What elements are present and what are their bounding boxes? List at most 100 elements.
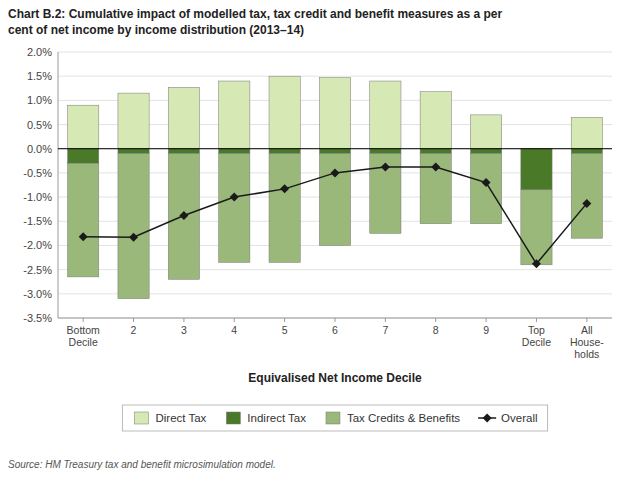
bar [370, 154, 401, 234]
legend-item: Tax Credits & Benefits [326, 412, 460, 424]
y-tick-label: -2.5% [23, 264, 52, 276]
x-tick [586, 318, 587, 322]
text-line: 5 [282, 324, 288, 336]
legend-swatch [326, 412, 340, 424]
bar [168, 149, 199, 154]
bar [168, 154, 199, 280]
legend-label: Direct Tax [155, 412, 206, 424]
y-tick-label: -1.0% [23, 191, 52, 203]
text-line: cent of net income by income distributio… [8, 23, 304, 37]
x-tick [83, 318, 84, 322]
bar [319, 78, 350, 149]
y-tick-label: 1.5% [27, 70, 52, 82]
x-tick [335, 318, 336, 322]
bar [269, 76, 300, 149]
legend-label: Tax Credits & Benefits [347, 412, 460, 424]
marker [129, 233, 138, 242]
text-line: Chart B.2: Cumulative impact of modelled… [8, 7, 502, 21]
bar [219, 154, 250, 263]
bar [269, 154, 300, 263]
bar [168, 87, 199, 148]
bar [118, 154, 149, 299]
bar [571, 154, 602, 239]
text-line: 2 [131, 324, 137, 336]
x-tick [234, 318, 235, 322]
legend-label: Indirect Tax [247, 412, 306, 424]
grid-line [58, 52, 612, 53]
x-tick-label: TopDecile [522, 324, 551, 348]
x-tick [284, 318, 285, 322]
bar [370, 81, 401, 149]
bar [68, 163, 99, 277]
title: Chart B.2: Cumulative impact of modelled… [8, 7, 502, 37]
text-line: 8 [433, 324, 439, 336]
bar [470, 115, 501, 149]
y-tick-label: 2.0% [27, 46, 52, 58]
bar [470, 149, 501, 154]
x-tick [486, 318, 487, 322]
bar-series [68, 154, 603, 299]
x-tick-label: 5 [282, 324, 288, 336]
zero-line [58, 148, 612, 149]
x-tick-label: 4 [231, 324, 237, 336]
legend-item: Indirect Tax [226, 412, 306, 424]
marker [230, 193, 239, 202]
x-tick [385, 318, 386, 322]
y-tick-label: -0.5% [23, 167, 52, 179]
bar [370, 149, 401, 154]
marker [381, 163, 390, 172]
x-tick-label: AllHouse-holds [570, 324, 604, 360]
text-line: Decile [522, 336, 551, 348]
marker [179, 211, 188, 220]
x-tick-label: 8 [433, 324, 439, 336]
x-tick-label: 2 [131, 324, 137, 336]
marker [79, 232, 88, 241]
text-line: Decile [69, 336, 98, 348]
y-tick-label: 0.0% [27, 143, 52, 155]
bar [470, 154, 501, 224]
legend-swatch [134, 412, 148, 424]
legend-item: Direct Tax [134, 412, 206, 424]
bar [319, 154, 350, 246]
x-tick-label: BottomDecile [67, 324, 101, 348]
bar [521, 190, 552, 265]
x-tick [536, 318, 537, 322]
text-line: Bottom [67, 324, 101, 336]
text-line: holds [574, 348, 599, 360]
text-line: 3 [181, 324, 187, 336]
bar [219, 149, 250, 154]
bar [420, 92, 451, 149]
bar [118, 93, 149, 149]
y-axis-line [58, 52, 59, 318]
bar-series [68, 76, 603, 149]
x-tick-label: 7 [382, 324, 388, 336]
legend-frame [122, 405, 547, 431]
x-axis-label: Equivalised Net Income Decile [248, 371, 422, 385]
x-tick-label: 9 [483, 324, 489, 336]
legend-swatch-marker [483, 414, 492, 423]
axes: -3.5%-3.0%-2.5%-2.0%-1.5%-1.0%-0.5%0.0%0… [23, 46, 612, 360]
bar [68, 149, 99, 164]
x-tick [183, 318, 184, 322]
marker [331, 168, 340, 177]
grid [58, 52, 612, 318]
y-tick-label: -3.5% [23, 312, 52, 324]
bar [420, 154, 451, 224]
bar [420, 149, 451, 154]
line-series [79, 163, 592, 269]
y-tick-label: 0.5% [27, 119, 52, 131]
text-line: 9 [483, 324, 489, 336]
text-line: 4 [231, 324, 237, 336]
y-tick-label: 1.0% [27, 94, 52, 106]
legend-item: Overall [478, 412, 537, 424]
bar [68, 105, 99, 149]
text-line: All [581, 324, 593, 336]
bar [571, 117, 602, 148]
x-tick [435, 318, 436, 322]
marker [582, 199, 591, 208]
text-line: 7 [382, 324, 388, 336]
marker [532, 259, 541, 268]
bar [319, 149, 350, 154]
text-line: Top [528, 324, 545, 336]
x-tick-label: 3 [181, 324, 187, 336]
